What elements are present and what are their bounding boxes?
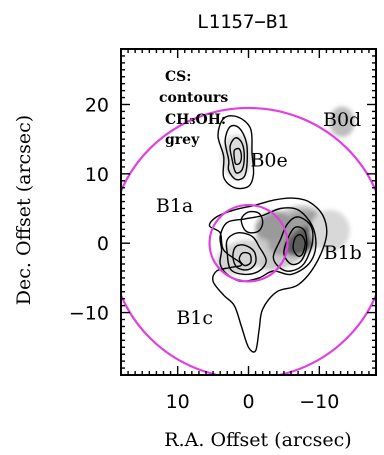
cs-contour-line <box>233 147 243 166</box>
y-tick-label: 20 <box>85 94 109 116</box>
x-axis-title: R.A. Offset (arcsec) <box>164 429 351 451</box>
cs-contour-line <box>283 226 308 266</box>
x-tick-label: −10 <box>299 391 339 413</box>
y-axis-title: Dec. Offset (arcsec) <box>13 115 35 305</box>
tick-labels: 10 0 −10 20 10 0 −10 <box>69 94 339 413</box>
chart-title: L1157−B1 <box>197 11 289 33</box>
source-label-b1b: B1b <box>324 242 362 264</box>
plot-area <box>121 106 376 375</box>
beam-circle <box>121 106 376 375</box>
source-label-b0d: B0d <box>323 109 361 131</box>
legend-line-1: CS: <box>165 69 191 85</box>
cs-contour-line <box>217 115 255 190</box>
x-tick-label: 10 <box>166 391 190 413</box>
legend-line-3: CH₃OH: <box>165 112 226 128</box>
cs-contour-line <box>292 233 306 257</box>
beam-circles <box>121 106 376 375</box>
x-tick-label: 0 <box>242 391 254 413</box>
cs-contour-line <box>238 251 252 267</box>
beam-circle <box>208 203 289 283</box>
source-label-b1a: B1a <box>156 195 193 217</box>
cs-contour-line <box>224 124 249 181</box>
cs-contour-line <box>272 216 314 272</box>
source-labels: B0d B0e B1a B1b B1c <box>156 109 362 329</box>
legend-line-2: contours <box>159 90 228 106</box>
y-tick-label: 10 <box>85 164 109 186</box>
axis-ticks <box>120 48 377 376</box>
y-tick-label: −10 <box>69 303 109 325</box>
source-label-b1c: B1c <box>176 307 213 329</box>
cs-contour-line <box>232 244 257 271</box>
legend-line-4: grey <box>165 132 200 148</box>
cs-contour-line <box>240 210 264 234</box>
cs-contour-line <box>225 231 267 276</box>
cs-contour-line <box>229 137 246 174</box>
grey-emission-blob <box>310 209 350 252</box>
source-label-b0e: B0e <box>250 150 287 172</box>
legend: CS: contours CH₃OH: grey <box>159 69 228 148</box>
cs-contour-line <box>208 197 328 353</box>
grey-emission-blob <box>329 106 355 138</box>
y-tick-label: 0 <box>97 233 109 255</box>
cs-contours <box>208 115 328 353</box>
